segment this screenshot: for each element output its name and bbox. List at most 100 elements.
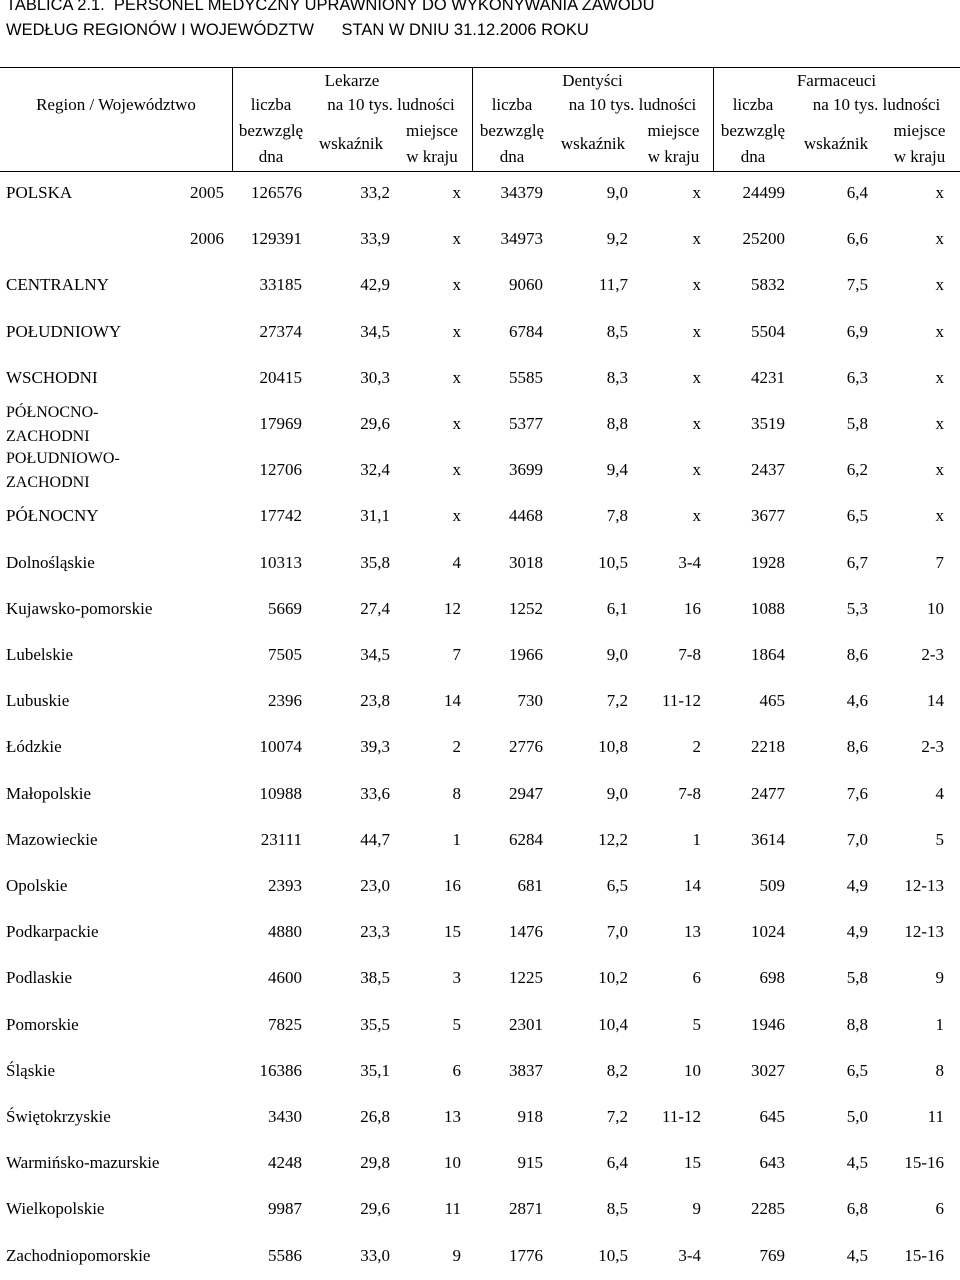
cell-lekarze-wskaznik: 42,9 — [360, 275, 390, 295]
row-region-name: Małopolskie — [6, 783, 91, 803]
cell-lekarze-miejsce: 13 — [444, 1107, 461, 1126]
header-divider — [472, 67, 473, 172]
cell-dentysci-miejsce: 7-8 — [678, 783, 701, 803]
cell-lekarze-miejsce: 14 — [444, 691, 461, 711]
cell-dentysci-miejsce: 7-8 — [678, 645, 701, 664]
cell-lekarze-liczba: 10313 — [259, 552, 303, 572]
cell-farmaceuci-wskaznik: 4,6 — [846, 691, 868, 711]
cell-farmaceuci-liczba: 2218 — [751, 737, 785, 757]
cell-lekarze-liczba: 27374 — [259, 321, 303, 341]
cell-dentysci-liczba: 730 — [517, 691, 544, 711]
row-region-name: Podkarpackie — [6, 922, 99, 942]
cell-farmaceuci-liczba: 25200 — [742, 229, 786, 249]
cell-farmaceuci-liczba: 2285 — [751, 1199, 785, 1219]
row-region-name: PÓŁNOCNO- ZACHODNI — [6, 401, 98, 447]
cell-farmaceuci-liczba: 1928 — [751, 552, 785, 572]
cell-dentysci-liczba: 3018 — [509, 552, 543, 572]
table-row: Podkarpackie 4880 23,3 15 1476 7,0 13 1024 4,9 12… — [0, 909, 960, 955]
cell-farmaceuci-miejsce: 6 — [935, 1199, 945, 1219]
cell-farmaceuci-wskaznik: 4,5 — [846, 1245, 868, 1265]
cell-dentysci-wskaznik: 12,2 — [598, 829, 628, 849]
table-row: Świętokrzyskie 3430 26,8 13 918 7,2 11-12 645 5,… — [0, 1094, 960, 1140]
row-region-name: Kujawsko-pomorskie — [6, 598, 153, 618]
cell-dentysci-wskaznik: 8,5 — [606, 321, 628, 341]
cell-lekarze-liczba: 20415 — [259, 367, 303, 387]
header-miejsce-b: w kraju — [893, 147, 946, 166]
cell-dentysci-miejsce: x — [692, 275, 702, 295]
cell-farmaceuci-liczba: 1088 — [751, 598, 785, 618]
table-row: Mazowieckie 23111 44,7 1 6284 12,2 1 3614 7,0 5 — [0, 817, 960, 863]
cell-farmaceuci-wskaznik: 8,6 — [846, 645, 868, 664]
cell-dentysci-wskaznik: 6,4 — [606, 1153, 628, 1173]
table-row: Łódzkie 10074 39,3 2 2776 10,8 2 2218 8,6 2-3 — [0, 724, 960, 770]
cell-dentysci-wskaznik: 6,5 — [606, 876, 628, 895]
header-liczba: liczba — [491, 95, 533, 114]
cell-dentysci-liczba: 2776 — [509, 737, 543, 757]
cell-farmaceuci-wskaznik: 6,2 — [846, 460, 868, 480]
cell-lekarze-wskaznik: 39,3 — [360, 737, 390, 757]
cell-lekarze-miejsce: x — [452, 414, 462, 433]
table-row: Zachodniopomorskie 5586 33,0 9 1776 10,5 3-4 76… — [0, 1233, 960, 1279]
cell-dentysci-miejsce: 11-12 — [661, 691, 701, 711]
cell-lekarze-liczba: 9987 — [268, 1199, 302, 1219]
cell-lekarze-miejsce: x — [452, 367, 462, 387]
cell-farmaceuci-miejsce: 15-16 — [904, 1245, 944, 1265]
table-row: Małopolskie 10988 33,6 8 2947 9,0 7-8 2477 7,6 4 — [0, 771, 960, 817]
cell-farmaceuci-wskaznik: 6,5 — [846, 506, 868, 526]
cell-farmaceuci-miejsce: 1 — [935, 1014, 945, 1034]
cell-farmaceuci-miejsce: 2-3 — [921, 645, 944, 664]
cell-dentysci-liczba: 1225 — [509, 968, 543, 988]
header-wskaznik: wskaźnik — [318, 134, 384, 153]
cell-dentysci-liczba: 2871 — [509, 1199, 543, 1219]
header-farmaceuci: Farmaceuci — [796, 71, 877, 90]
title-line-2: WEDŁUG REGIONÓW I WOJEWÓDZTW STAN W DNIU… — [6, 21, 589, 39]
cell-dentysci-miejsce: x — [692, 183, 702, 202]
header-liczba: liczba — [250, 95, 292, 114]
cell-dentysci-miejsce: x — [692, 321, 702, 341]
cell-dentysci-wskaznik: 9,0 — [606, 783, 628, 803]
cell-lekarze-liczba: 10988 — [259, 783, 303, 803]
cell-lekarze-wskaznik: 31,1 — [360, 506, 390, 526]
header-wskaznik: wskaźnik — [803, 134, 869, 153]
cell-lekarze-wskaznik: 29,6 — [360, 414, 390, 433]
header-bezwzgl-b: dna — [499, 147, 525, 166]
cell-lekarze-miejsce: x — [452, 275, 462, 295]
cell-lekarze-liczba: 126576 — [251, 183, 302, 202]
cell-lekarze-wskaznik: 26,8 — [360, 1107, 390, 1126]
cell-dentysci-wskaznik: 7,0 — [606, 922, 628, 942]
cell-dentysci-miejsce: 2 — [692, 737, 702, 757]
row-region-name: Mazowieckie — [6, 829, 98, 849]
cell-dentysci-liczba: 34973 — [500, 229, 544, 249]
row-region-name: Zachodniopomorskie — [6, 1245, 151, 1265]
cell-farmaceuci-wskaznik: 5,8 — [846, 968, 868, 988]
cell-farmaceuci-liczba: 5504 — [751, 321, 785, 341]
row-region-name-line2: ZACHODNI — [6, 428, 90, 445]
cell-lekarze-wskaznik: 34,5 — [360, 645, 390, 664]
cell-dentysci-miejsce: 13 — [684, 922, 701, 942]
cell-dentysci-wskaznik: 8,2 — [606, 1060, 628, 1080]
cell-farmaceuci-miejsce: 4 — [935, 783, 945, 803]
cell-farmaceuci-miejsce: x — [935, 414, 945, 433]
cell-farmaceuci-wskaznik: 4,5 — [846, 1153, 868, 1173]
cell-farmaceuci-miejsce: 12-13 — [904, 876, 944, 895]
table-row: Dolnośląskie 10313 35,8 4 3018 10,5 3-4 1928 6,7… — [0, 540, 960, 586]
cell-farmaceuci-miejsce: 5 — [935, 829, 945, 849]
cell-lekarze-liczba: 4880 — [268, 922, 302, 942]
cell-lekarze-liczba: 4248 — [268, 1153, 302, 1173]
cell-farmaceuci-wskaznik: 7,5 — [846, 275, 868, 295]
cell-dentysci-miejsce: x — [692, 414, 702, 433]
cell-lekarze-liczba: 7505 — [268, 645, 302, 664]
header-miejsce-a: miejsce — [406, 121, 458, 140]
row-region-name: Lubelskie — [6, 645, 74, 664]
cell-lekarze-liczba: 2393 — [268, 876, 302, 895]
cell-farmaceuci-wskaznik: 4,9 — [846, 876, 868, 895]
cell-dentysci-liczba: 2947 — [509, 783, 543, 803]
cell-dentysci-wskaznik: 10,8 — [598, 737, 628, 757]
cell-farmaceuci-miejsce: x — [935, 229, 945, 249]
cell-farmaceuci-miejsce: 14 — [927, 691, 944, 711]
table-row: POLSKA 2005 126576 33,2 x 34379 9,0 x 24499 6,4 x — [0, 170, 960, 216]
cell-dentysci-miejsce: 1 — [692, 829, 702, 849]
cell-lekarze-miejsce: 7 — [452, 645, 462, 664]
cell-farmaceuci-liczba: 1864 — [751, 645, 785, 664]
cell-lekarze-wskaznik: 33,0 — [360, 1245, 390, 1265]
